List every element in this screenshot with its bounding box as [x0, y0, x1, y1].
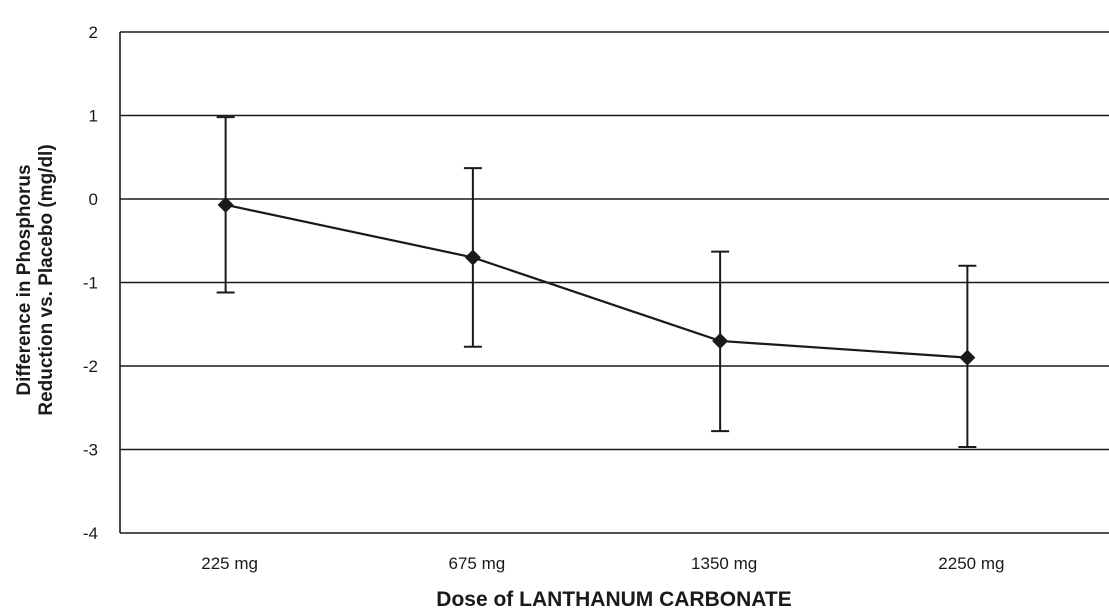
y-tick-label: -1: [83, 274, 98, 293]
series-line: [225, 203, 968, 359]
y-axis-title-line-2: Reduction vs. Placebo (mg/dl): [36, 144, 57, 415]
data-point-marker: [464, 249, 481, 266]
data-point-marker: [959, 349, 976, 366]
x-axis-title: Dose of LANTHANUM CARBONATE: [436, 588, 791, 611]
x-tick-label: 675 mg: [449, 554, 506, 573]
series: [216, 116, 977, 448]
y-tick-labels: 2 1 0 -1 -2 -3 -4: [83, 23, 98, 543]
y-tick-label: -4: [83, 524, 98, 543]
y-tick-label: 0: [89, 190, 98, 209]
y-tick-label: -2: [83, 357, 98, 376]
y-tick-label: -3: [83, 441, 98, 460]
gridlines: [119, 31, 1109, 534]
x-tick-label: 2250 mg: [938, 554, 1004, 573]
data-point-marker: [217, 196, 234, 213]
y-axis-title-line-1: Difference in Phosphorus: [14, 164, 35, 395]
y-axis-title: Difference in Phosphorus Reduction vs. P…: [14, 144, 57, 415]
x-tick-label: 1350 mg: [691, 554, 757, 573]
data-point-marker: [712, 332, 729, 349]
y-tick-label: 1: [89, 107, 98, 126]
x-tick-label: 225 mg: [201, 554, 258, 573]
y-tick-label: 2: [89, 23, 98, 42]
x-tick-labels: 225 mg 675 mg 1350 mg 2250 mg: [201, 554, 1004, 573]
